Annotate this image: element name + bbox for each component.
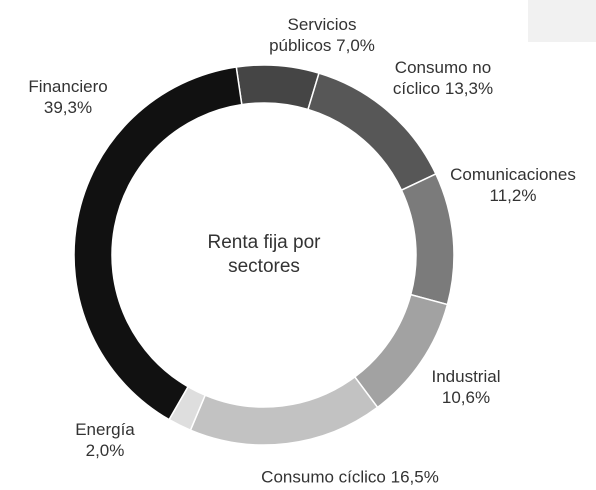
- slice-label: Comunicaciones 11,2%: [433, 164, 593, 206]
- donut-slice: [189, 375, 379, 446]
- value-label: 10,6%: [441, 388, 491, 407]
- category-label: Industrial: [431, 367, 501, 386]
- value-label: 13,3%: [444, 79, 494, 98]
- donut-slice: [235, 64, 320, 111]
- category-label: Financiero: [28, 77, 108, 96]
- category-label: Comunicaciones: [450, 165, 576, 184]
- category-label: Servicios públicos: [269, 15, 357, 55]
- donut-slice: [73, 66, 243, 421]
- panel: [528, 0, 596, 42]
- value-label: 16,5%: [390, 467, 439, 487]
- slice-label: Energía 2,0%: [65, 419, 145, 461]
- slice-label: Industrial 10,6%: [416, 366, 516, 408]
- category-label: Consumo no cíclico: [392, 58, 492, 98]
- slice-label: Consumo no cíclico 13,3%: [383, 57, 503, 99]
- slice-label: Servicios públicos 7,0%: [260, 14, 385, 56]
- value-label: 7,0%: [336, 36, 375, 55]
- value-label: 2,0%: [85, 441, 125, 460]
- category-label: Consumo cíclico: [261, 467, 386, 487]
- value-label: 39,3%: [43, 98, 93, 117]
- value-label: 11,2%: [489, 186, 537, 205]
- slice-label: Financiero 39,3%: [18, 76, 118, 118]
- category-label: Energía: [75, 420, 135, 439]
- chart-title: Renta fija por sectores: [207, 232, 321, 277]
- slice-label: Consumo cíclico 16,5%: [220, 467, 480, 488]
